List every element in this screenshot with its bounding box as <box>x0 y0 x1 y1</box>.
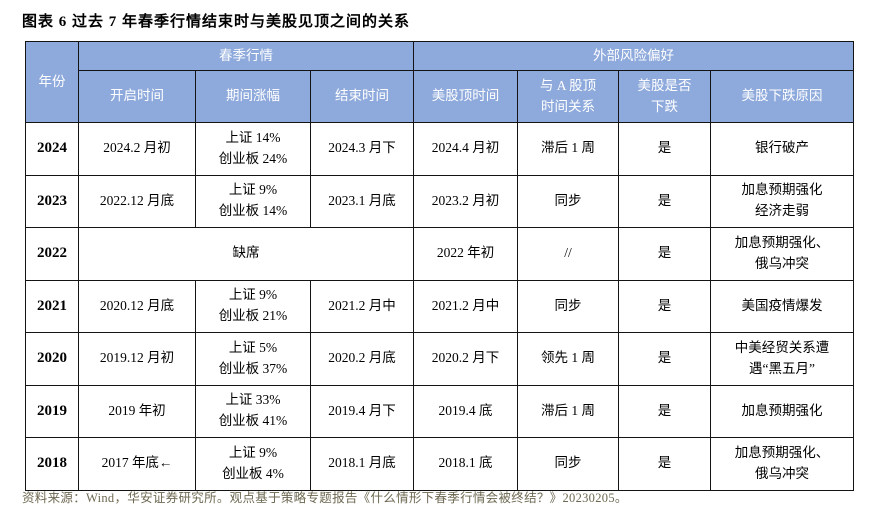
col-group-spring-rally: 春季行情 <box>77 41 415 71</box>
us-fell-cell: 是 <box>618 279 712 333</box>
year-cell: 2023 <box>25 174 79 228</box>
table-row-2020: 2020 2019.12 月初 上证 5% 创业板 37% 2020.2 月底 … <box>25 332 855 386</box>
table-row-2018: 2018 2017 年底← 上证 9% 创业板 4% 2018.1 月底 201… <box>25 437 855 491</box>
us-fall-reason-cell: 中美经贸关系遭 遇“黑五月” <box>710 332 855 386</box>
start-time-cell: 2022.12 月底 <box>78 174 196 228</box>
us-fall-reason-cell: 加息预期强化 <box>710 384 855 438</box>
year-cell: 2024 <box>25 122 79 176</box>
table-row-2019: 2019 2019 年初 上证 33% 创业板 41% 2019.4 月下 20… <box>25 384 855 438</box>
us-fell-cell: 是 <box>618 437 712 491</box>
us-fall-reason-cell: 加息预期强化、 俄乌冲突 <box>710 227 855 281</box>
header-group-row: 年份 春季行情 外部风险偏好 <box>25 41 855 123</box>
spring-rally-absent-cell: 缺席 <box>77 227 415 281</box>
col-header-period-gain: 期间涨幅 <box>195 70 311 123</box>
year-cell: 2021 <box>25 279 79 333</box>
period-gain-cell: 上证 9% 创业板 4% <box>195 437 311 491</box>
year-cell: 2022 <box>25 227 79 281</box>
table-row-2021: 2021 2020.12 月底 上证 9% 创业板 21% 2021.2 月中 … <box>25 279 855 333</box>
period-gain-cell: 上证 5% 创业板 37% <box>195 332 311 386</box>
us-fall-reason-cell: 银行破产 <box>710 122 855 176</box>
us-top-time-cell: 2024.4 月初 <box>413 122 519 176</box>
relation-cell: 同步 <box>517 174 620 228</box>
end-time-cell: 2024.3 月下 <box>309 122 415 176</box>
period-gain-cell: 上证 9% 创业板 21% <box>195 279 311 333</box>
spring-rally-vs-us-top-table: 年份 春季行情 外部风险偏好 开启时间 期间涨幅 结束时间 美股顶时间 与 A … <box>25 41 855 491</box>
us-fall-reason-cell: 加息预期强化、 俄乌冲突 <box>710 437 855 491</box>
year-cell: 2020 <box>25 332 79 386</box>
col-header-end-time: 结束时间 <box>309 70 415 123</box>
col-header-relation-to-a-share-top: 与 A 股顶 时间关系 <box>517 70 620 123</box>
table-row-2022: 2022 缺席 2022 年初 // 是 加息预期强化、 俄乌冲突 <box>25 227 855 281</box>
end-time-cell: 2023.1 月底 <box>309 174 415 228</box>
relation-cell: 同步 <box>517 279 620 333</box>
us-top-time-cell: 2018.1 底 <box>413 437 519 491</box>
table-row-2024: 2024 2024.2 月初 上证 14% 创业板 24% 2024.3 月下 … <box>25 122 855 176</box>
source-note: 资料来源：Wind，华安证券研究所。观点基于策略专题报告《什么情形下春季行情会被… <box>22 491 628 505</box>
relation-cell: 滞后 1 周 <box>517 384 620 438</box>
period-gain-cell: 上证 14% 创业板 24% <box>195 122 311 176</box>
start-time-cell: 2017 年底← <box>78 437 196 491</box>
year-cell: 2019 <box>25 384 79 438</box>
us-fell-cell: 是 <box>618 384 712 438</box>
end-time-cell: 2021.2 月中 <box>309 279 415 333</box>
us-top-time-cell: 2021.2 月中 <box>413 279 519 333</box>
end-time-cell: 2018.1 月底 <box>309 437 415 491</box>
table-row-2023: 2023 2022.12 月底 上证 9% 创业板 14% 2023.1 月底 … <box>25 174 855 228</box>
us-fell-cell: 是 <box>618 227 712 281</box>
us-top-time-cell: 2019.4 底 <box>413 384 519 438</box>
col-header-us-fall-reason: 美股下跌原因 <box>710 70 855 123</box>
relation-cell: // <box>517 227 620 281</box>
col-group-external-risk: 外部风险偏好 <box>413 41 855 71</box>
year-cell: 2018 <box>25 437 79 491</box>
end-time-cell: 2020.2 月底 <box>309 332 415 386</box>
relation-cell: 领先 1 周 <box>517 332 620 386</box>
period-gain-cell: 上证 33% 创业板 41% <box>195 384 311 438</box>
us-top-time-cell: 2020.2 月下 <box>413 332 519 386</box>
col-header-year: 年份 <box>25 41 79 123</box>
start-time-cell: 2019.12 月初 <box>78 332 196 386</box>
start-time-cell: 2024.2 月初 <box>78 122 196 176</box>
us-top-time-cell: 2022 年初 <box>413 227 519 281</box>
figure-title: 图表 6 过去 7 年春季行情结束时与美股见顶之间的关系 <box>22 14 411 30</box>
end-time-cell: 2019.4 月下 <box>309 384 415 438</box>
relation-cell: 滞后 1 周 <box>517 122 620 176</box>
col-header-us-fell: 美股是否 下跌 <box>618 70 712 123</box>
us-fall-reason-cell: 美国疫情爆发 <box>710 279 855 333</box>
col-header-start-time: 开启时间 <box>78 70 196 123</box>
us-fell-cell: 是 <box>618 332 712 386</box>
us-fell-cell: 是 <box>618 122 712 176</box>
period-gain-cell: 上证 9% 创业板 14% <box>195 174 311 228</box>
col-header-us-top-time: 美股顶时间 <box>413 70 519 123</box>
start-time-cell: 2020.12 月底 <box>78 279 196 333</box>
relation-cell: 同步 <box>517 437 620 491</box>
us-fell-cell: 是 <box>618 174 712 228</box>
start-time-cell: 2019 年初 <box>78 384 196 438</box>
us-top-time-cell: 2023.2 月初 <box>413 174 519 228</box>
us-fall-reason-cell: 加息预期强化 经济走弱 <box>710 174 855 228</box>
header-sub-row: 开启时间 期间涨幅 结束时间 美股顶时间 与 A 股顶 时间关系 美股是否 下跌… <box>26 70 855 123</box>
